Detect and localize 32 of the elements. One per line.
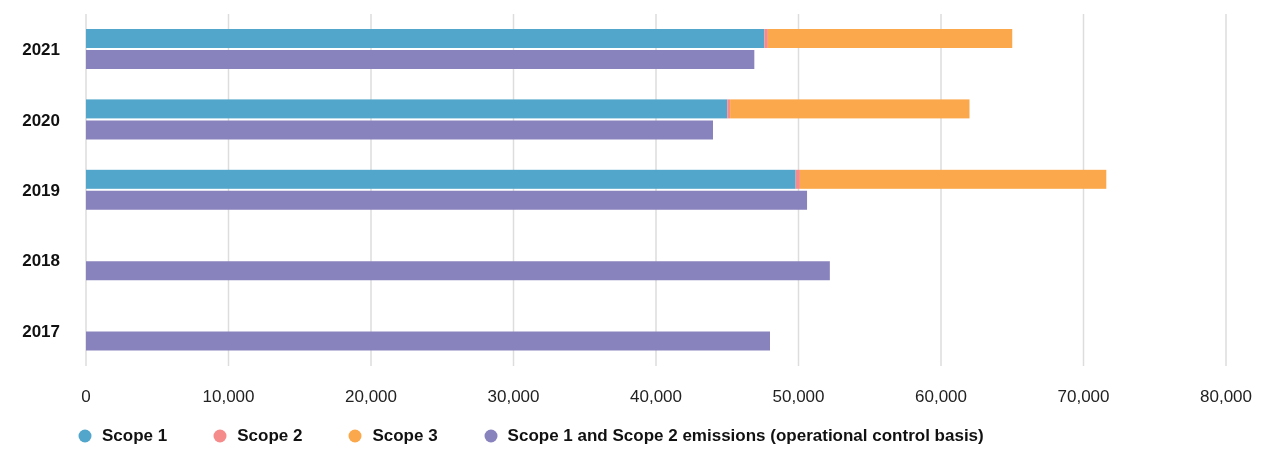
bar — [86, 120, 713, 140]
x-tick-label: 0 — [81, 387, 91, 407]
x-tick-label: 20,000 — [345, 387, 397, 407]
bar — [86, 99, 728, 119]
x-tick-label: 10,000 — [202, 387, 255, 407]
legend-label: Scope 1 and Scope 2 emissions (operational control basis) — [507, 426, 984, 446]
legend-label: Scope 2 — [237, 426, 303, 446]
bar — [86, 331, 770, 351]
x-tick-label: 40,000 — [630, 387, 682, 407]
bar — [86, 261, 830, 281]
bar — [86, 29, 765, 48]
x-tick-label: 80,000 — [1200, 387, 1252, 407]
bar — [727, 99, 731, 119]
legend-label: Scope 1 — [102, 426, 168, 446]
legend-label: Scope 3 — [372, 426, 438, 446]
x-tick-label: 70,000 — [1057, 387, 1110, 407]
bar — [86, 50, 755, 69]
bar — [764, 29, 768, 48]
y-tick-label: 2018 — [22, 251, 60, 271]
bar — [86, 169, 796, 189]
x-tick-label: 50,000 — [772, 387, 825, 407]
bar — [795, 169, 800, 189]
y-tick-label: 2020 — [22, 110, 60, 130]
y-tick-label: 2021 — [22, 40, 60, 60]
bar — [767, 29, 1013, 48]
y-tick-label: 2019 — [22, 181, 60, 201]
y-tick-label: 2017 — [22, 321, 60, 341]
bar — [799, 169, 1107, 189]
bar — [86, 190, 808, 210]
x-tick-label: 60,000 — [915, 387, 967, 407]
bar — [730, 99, 970, 119]
x-tick-label: 30,000 — [487, 387, 540, 407]
